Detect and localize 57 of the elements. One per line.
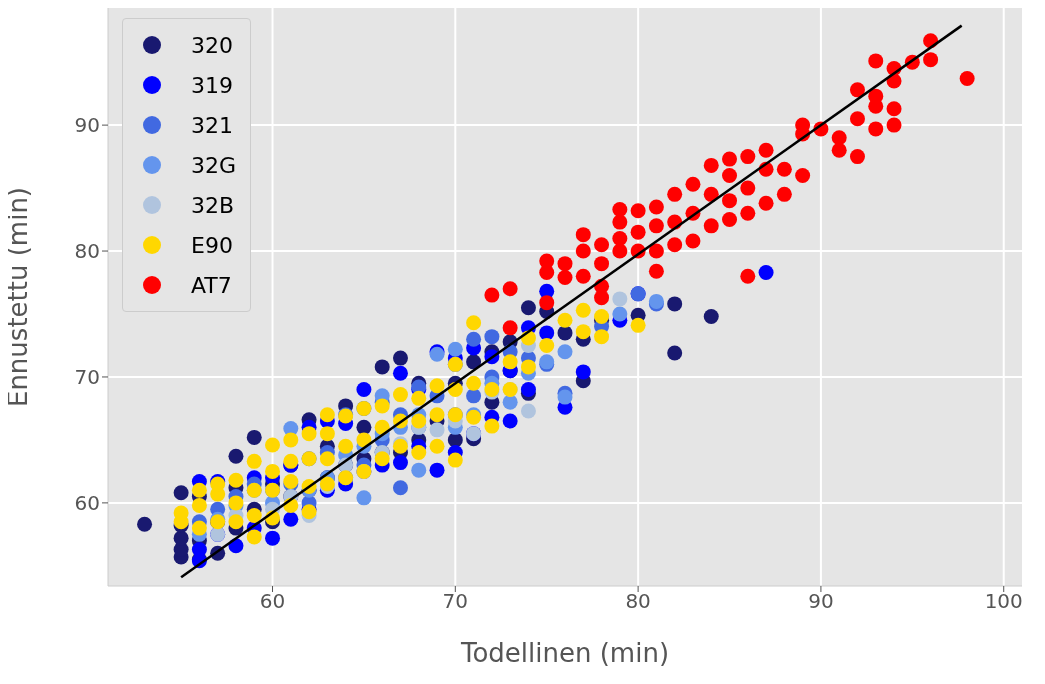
point — [392, 365, 408, 381]
point — [557, 325, 573, 341]
point — [356, 419, 372, 435]
legend-label: AT7 — [191, 272, 232, 298]
point — [502, 394, 518, 410]
point — [703, 309, 719, 325]
point — [466, 331, 482, 347]
legend-label: 321 — [191, 112, 233, 138]
point — [246, 429, 262, 445]
point — [667, 345, 683, 361]
legend-label: 32B — [191, 192, 235, 218]
point — [411, 462, 427, 478]
point — [173, 485, 189, 501]
y-tick-label: 80 — [74, 239, 100, 264]
x-tick-label: 60 — [259, 589, 286, 614]
x-tick-label: 90 — [808, 589, 834, 614]
point — [356, 382, 372, 398]
point — [137, 516, 153, 532]
legend-label: 319 — [191, 72, 233, 98]
legend-label: 32G — [191, 152, 237, 178]
point — [173, 530, 189, 546]
point — [191, 541, 207, 557]
point — [557, 344, 573, 360]
y-axis-title: Ennustettu (min) — [3, 186, 34, 408]
point — [466, 354, 482, 370]
point — [392, 455, 408, 471]
legend-label: 320 — [191, 32, 233, 58]
x-tick-label: 80 — [625, 589, 651, 614]
point — [539, 325, 555, 341]
x-tick-label: 70 — [442, 589, 469, 614]
point — [283, 511, 299, 527]
point — [265, 530, 281, 546]
point — [575, 364, 591, 380]
legend-label: E90 — [191, 232, 233, 258]
point — [484, 329, 500, 345]
point — [392, 350, 408, 366]
point — [557, 389, 573, 405]
point — [612, 306, 628, 322]
point — [356, 490, 372, 506]
point — [429, 422, 445, 438]
point — [466, 388, 482, 404]
point — [520, 403, 536, 419]
point — [374, 359, 390, 375]
point — [392, 480, 408, 496]
point — [520, 300, 536, 316]
x-tick-label: 100 — [984, 589, 1023, 614]
y-tick-label: 90 — [74, 113, 100, 138]
point — [667, 296, 683, 312]
point — [502, 413, 518, 429]
y-tick-label: 60 — [74, 490, 100, 515]
point — [758, 264, 774, 280]
point — [429, 462, 445, 478]
point — [612, 291, 628, 307]
point — [228, 448, 244, 464]
point — [447, 341, 463, 357]
x-axis-title: Todellinen (min) — [459, 638, 670, 668]
y-tick-label: 70 — [74, 365, 100, 390]
